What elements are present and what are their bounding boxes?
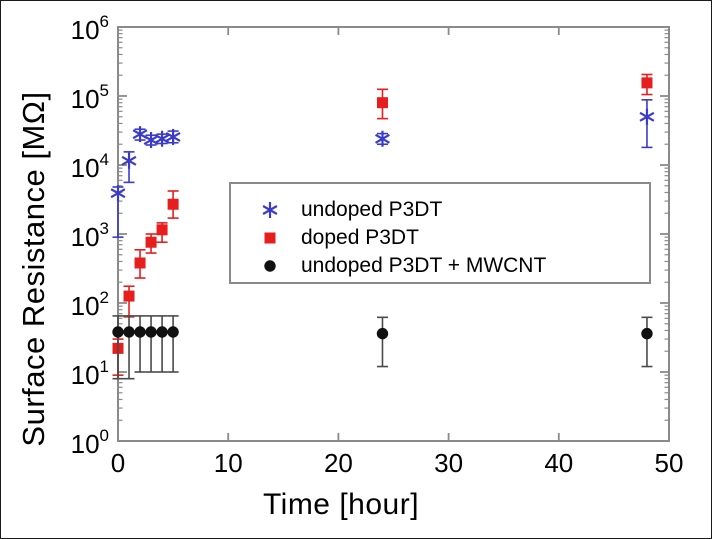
circle-marker-icon	[264, 260, 276, 272]
svg-text:104: 104	[71, 150, 109, 183]
svg-text:106: 106	[71, 12, 109, 45]
y-axis-label: Surface Resistance [MΩ]	[16, 91, 51, 447]
svg-text:40: 40	[544, 448, 573, 478]
svg-text:0: 0	[111, 448, 125, 478]
svg-text:103: 103	[71, 219, 109, 252]
svg-text:10: 10	[214, 448, 243, 478]
asterisk-marker-icon	[262, 202, 278, 218]
x-axis-label: Time [hour]	[262, 488, 420, 521]
legend-label: doped P3DT	[301, 226, 419, 249]
svg-text:102: 102	[71, 288, 109, 321]
legend-item-undoped-p3dt: undoped P3DT	[255, 196, 442, 224]
svg-text:20: 20	[324, 448, 353, 478]
svg-text:101: 101	[71, 357, 109, 390]
square-marker-icon	[264, 232, 276, 244]
series-circle	[112, 315, 653, 380]
svg-text:105: 105	[71, 81, 109, 114]
svg-text:30: 30	[434, 448, 463, 478]
legend-item-doped-p3dt: doped P3DT	[255, 224, 419, 252]
legend-box: undoped P3DT doped P3DT undoped P3DT + M…	[229, 182, 651, 284]
legend-label: undoped P3DT + MWCNT	[301, 254, 547, 277]
legend-item-undoped-p3dt-mwcnt: undoped P3DT + MWCNT	[255, 252, 546, 280]
svg-text:100: 100	[71, 426, 109, 459]
svg-text:50: 50	[655, 448, 684, 478]
legend-label: undoped P3DT	[301, 198, 443, 221]
series-asterisk	[110, 99, 655, 238]
